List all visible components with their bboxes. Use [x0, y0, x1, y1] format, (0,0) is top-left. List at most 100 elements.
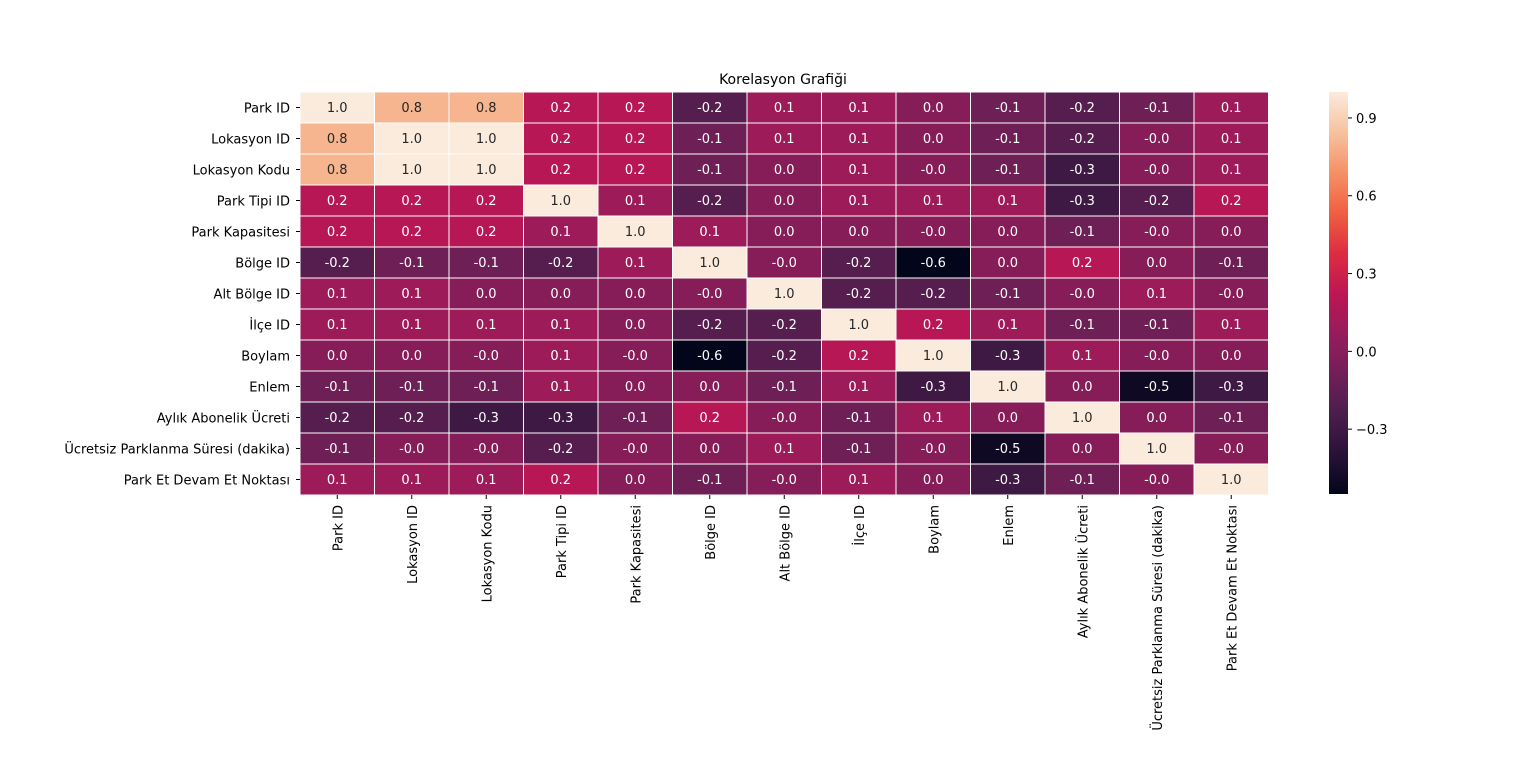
heatmap-cell [523, 246, 599, 279]
heatmap-cell-value: 0.1 [923, 194, 944, 209]
heatmap-cell [672, 463, 748, 496]
heatmap-cell-value: 0.2 [550, 473, 571, 488]
heatmap-cell [1119, 401, 1195, 434]
heatmap-cell-value: 0.0 [774, 225, 795, 240]
heatmap-cell-value: 1.0 [923, 349, 944, 364]
heatmap-cell [746, 215, 822, 248]
x-axis-tick-label: Ücretsiz Parklanma Süresi (dakika) [1149, 505, 1166, 731]
heatmap-cell-value: 1.0 [401, 132, 422, 147]
heatmap-cell [672, 122, 748, 155]
heatmap-cell [1119, 339, 1195, 372]
heatmap-cell [1119, 432, 1195, 465]
y-axis-tick-label: Ücretsiz Parklanma Süresi (dakika) [64, 441, 290, 458]
heatmap-cell-value: -0.2 [548, 256, 573, 271]
x-axis-tick-label: Park Et Devam Et Noktası [1225, 505, 1240, 671]
heatmap-cell [1193, 277, 1269, 310]
heatmap-cell [1119, 184, 1195, 217]
heatmap-cell-value: 0.1 [997, 194, 1018, 209]
heatmap-cell [746, 432, 822, 465]
heatmap-cell [1193, 122, 1269, 155]
heatmap-cell-value: -0.1 [697, 473, 722, 488]
heatmap-cell-value: 0.2 [476, 225, 497, 240]
heatmap-cell [1044, 339, 1120, 372]
heatmap-cell [374, 246, 450, 279]
y-axis-tick-label: Park Et Devam Et Noktası [124, 474, 290, 489]
heatmap-cell-value: 0.2 [923, 318, 944, 333]
heatmap-cell [1193, 215, 1269, 248]
heatmap-cell [374, 401, 450, 434]
heatmap-cell-value: -0.1 [1219, 411, 1244, 426]
heatmap-cell-value: -0.0 [474, 442, 499, 457]
heatmap-cell-value: -0.1 [1070, 318, 1095, 333]
heatmap-cell [970, 91, 1046, 124]
heatmap-cell [1193, 401, 1269, 434]
heatmap-cell-value: 0.2 [625, 163, 646, 178]
heatmap-cell-value: 0.2 [1221, 194, 1242, 209]
heatmap-cell-value: 0.2 [699, 411, 720, 426]
heatmap-cell-value: -0.0 [474, 349, 499, 364]
heatmap-cell [970, 277, 1046, 310]
heatmap-cell-value: -0.1 [772, 380, 797, 395]
heatmap-cell [1119, 246, 1195, 279]
heatmap-cell [895, 401, 971, 434]
heatmap-cell-value: -0.3 [474, 411, 499, 426]
heatmap-cell-value: -0.1 [846, 411, 871, 426]
heatmap-cell-value: -0.0 [772, 256, 797, 271]
heatmap-cell-value: 0.0 [1146, 411, 1167, 426]
heatmap-cell [672, 184, 748, 217]
heatmap-cell [299, 370, 375, 403]
y-axis-tick-labels: Park ID Lokasyon ID Lokasyon Kodu Park Tipi… [64, 102, 300, 489]
heatmap-cell-value: 0.0 [774, 163, 795, 178]
heatmap-cell-value: 0.8 [327, 132, 348, 147]
heatmap-cell-value: -0.6 [921, 256, 946, 271]
heatmap-cell [448, 184, 524, 217]
heatmap-cell [299, 463, 375, 496]
heatmap-cell [523, 184, 599, 217]
heatmap-cell-value: 1.0 [699, 256, 720, 271]
heatmap-cell [895, 432, 971, 465]
heatmap-cell-value: -0.1 [399, 256, 424, 271]
heatmap-cell-value: 0.1 [1221, 132, 1242, 147]
heatmap-cell-value: 0.0 [923, 132, 944, 147]
heatmap-cell-value: -0.2 [548, 442, 573, 457]
heatmap-cell-value: -0.2 [325, 256, 350, 271]
x-axis-tick-label: İlçe ID [852, 505, 868, 546]
x-axis-tick-labels: Park ID Lokasyon ID Lokasyon Kodu Park Tipi… [331, 495, 1240, 731]
heatmap-cell-value: 0.1 [1221, 163, 1242, 178]
heatmap-cell [970, 184, 1046, 217]
heatmap-cell [1193, 432, 1269, 465]
heatmap-cell [523, 463, 599, 496]
heatmap-cell [597, 401, 673, 434]
heatmap-cell-value: -0.1 [1070, 225, 1095, 240]
heatmap-cell-value: -0.3 [995, 473, 1020, 488]
heatmap-cell-value: -0.0 [921, 163, 946, 178]
heatmap-cell [374, 91, 450, 124]
heatmap-cell-value: -0.2 [697, 318, 722, 333]
heatmap-cell-value: -0.1 [325, 380, 350, 395]
heatmap-cell [895, 246, 971, 279]
x-axis-tick-label: Alt Bölge ID [778, 505, 793, 581]
heatmap-cell-value: 1.0 [625, 225, 646, 240]
x-axis-tick-label: Aylık Abonelik Ücreti [1074, 505, 1091, 638]
colorbar-tick-label: 0.0 [1356, 345, 1377, 360]
heatmap-cell-value: 1.0 [997, 380, 1018, 395]
heatmap-cell-value: -0.1 [1144, 318, 1169, 333]
heatmap-cell [374, 215, 450, 248]
heatmap-cell-value: -0.0 [623, 442, 648, 457]
heatmap-cell [299, 401, 375, 434]
heatmap-cell [895, 122, 971, 155]
heatmap-cells: 1.0 0.8 0.8 0.2 0.2 -0.2 0.1 0.1 0.0 -0.1 -0.2 -0.1… [299, 91, 1269, 496]
heatmap-cell [1044, 246, 1120, 279]
heatmap-cell-value: 0.0 [997, 256, 1018, 271]
heatmap-cell-value: -0.2 [697, 194, 722, 209]
heatmap-cell [597, 153, 673, 186]
heatmap-cell-value: 0.1 [923, 411, 944, 426]
heatmap-cell [821, 184, 897, 217]
heatmap-cell-value: 0.1 [327, 318, 348, 333]
heatmap-cell [448, 277, 524, 310]
heatmap-cell-value: 0.0 [625, 380, 646, 395]
heatmap-cell-value: -0.0 [623, 349, 648, 364]
heatmap-cell-value: 1.0 [327, 101, 348, 116]
heatmap-cell [299, 246, 375, 279]
